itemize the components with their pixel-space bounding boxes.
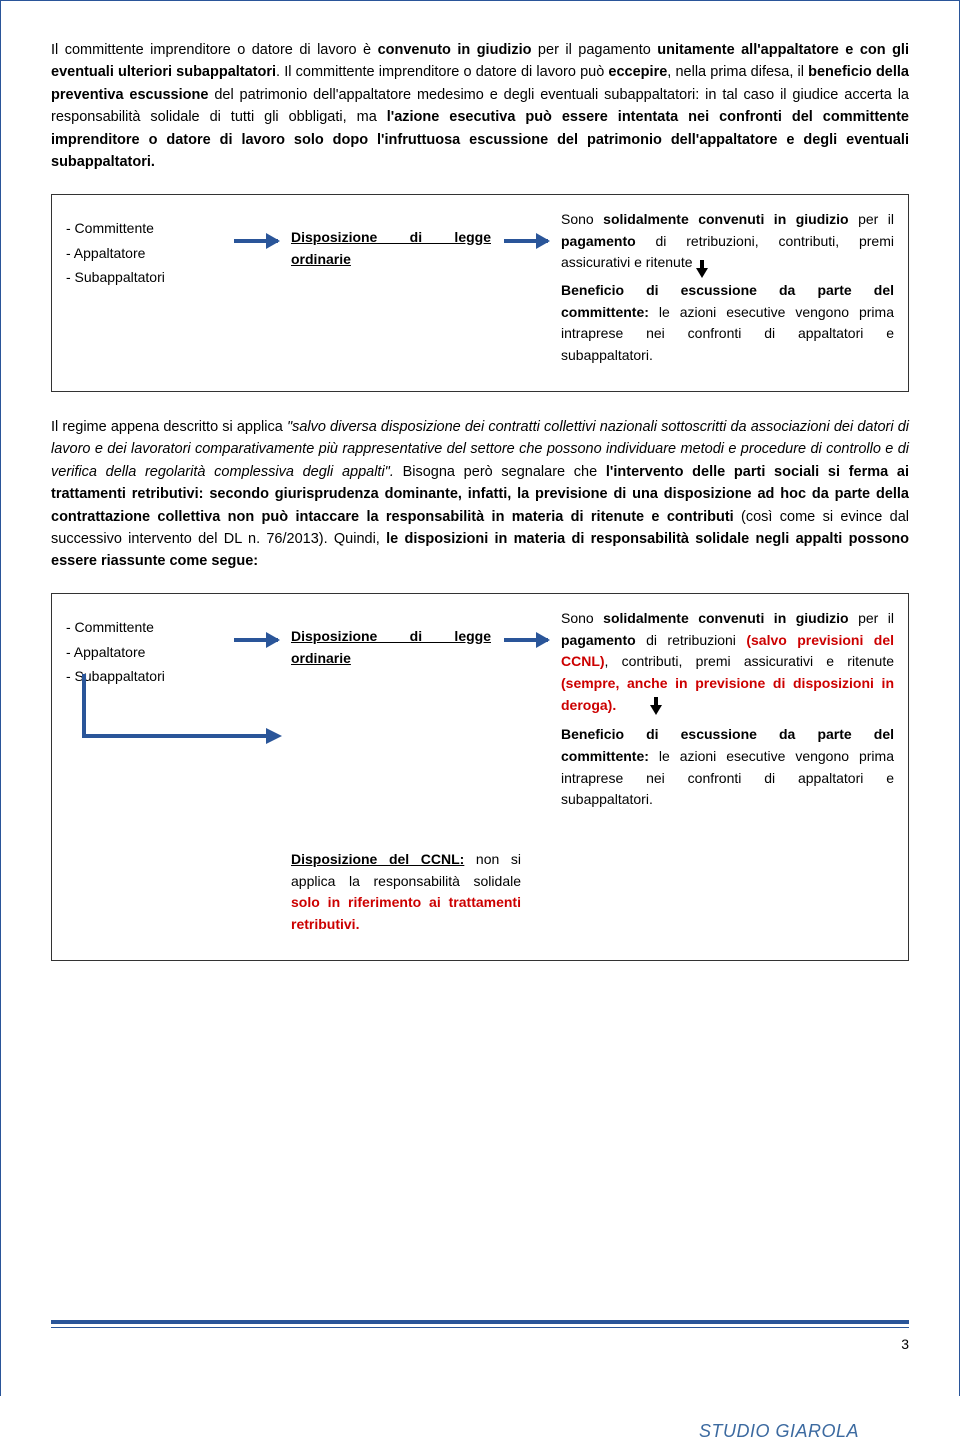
diagram2-disposizione: Disposizione di legge ordinarie xyxy=(291,608,491,669)
arrow-down-icon xyxy=(650,705,662,715)
page-number: 3 xyxy=(51,1334,909,1356)
footer-rule xyxy=(51,1320,909,1324)
party-appaltatore: - Appaltatore xyxy=(66,243,221,265)
arrow-right-icon xyxy=(231,608,281,642)
ccnl-disposizione: Disposizione del CCNL: non si applica la… xyxy=(291,849,521,936)
arrow-right-icon xyxy=(501,209,551,243)
footer-rule-thin xyxy=(51,1327,909,1328)
party-committente: - Committente xyxy=(66,218,221,240)
arrow-right-icon xyxy=(501,608,551,642)
diagram1-right: Sono solidalmente convenuti in giudizio … xyxy=(561,209,894,373)
footer-brand: STUDIO GIAROLA xyxy=(699,1418,859,1446)
party-appaltatore: - Appaltatore xyxy=(66,642,221,664)
text-fragment: di retribuzioni xyxy=(636,632,747,648)
text-fragment: , contributi, premi assicurativi e riten… xyxy=(605,653,894,669)
paragraph-regime: Il regime appena descritto si applica "s… xyxy=(51,416,909,573)
red-fragment: solo in riferimento ai trattamenti retri… xyxy=(291,894,521,932)
text-fragment: per il xyxy=(849,610,894,626)
party-subappaltatori: - Subappaltatori xyxy=(66,267,221,289)
arrow-right-icon xyxy=(231,209,281,243)
diagram1-disposizione: Disposizione di legge ordinarie xyxy=(291,209,491,270)
text-fragment: Bisogna però segnalare che xyxy=(394,464,606,480)
ccnl-title: Disposizione del CCNL: xyxy=(291,851,464,867)
party-committente: - Committente xyxy=(66,617,221,639)
disposizione-label: Disposizione di legge ordinarie xyxy=(291,227,491,270)
page-footer: 3 STUDIO GIAROLA xyxy=(51,1320,909,1356)
disposizione-label: Disposizione di legge ordinarie xyxy=(291,626,491,669)
text-fragment: Il regime appena descritto si applica xyxy=(51,419,287,435)
diagram-2: - Committente - Appaltatore - Subappalta… xyxy=(51,593,909,961)
text-fragment: Sono xyxy=(561,610,603,626)
arrow-down-icon xyxy=(696,268,708,278)
bold-fragment: solidalmente convenuti in giudizio xyxy=(603,610,848,626)
diagram2-right: Sono solidalmente convenuti in giudizio … xyxy=(561,608,894,819)
party-subappaltatori: - Subappaltatori xyxy=(66,666,221,688)
red-fragment: (sempre, anche in previsione di disposiz… xyxy=(561,675,894,713)
paragraph-intro: Il committente imprenditore o datore di … xyxy=(51,39,909,174)
diagram1-parties: - Committente - Appaltatore - Subappalta… xyxy=(66,209,221,292)
diagram-1: - Committente - Appaltatore - Subappalta… xyxy=(51,194,909,392)
bold-fragment: pagamento xyxy=(561,632,636,648)
diagram2-parties: - Committente - Appaltatore - Subappalta… xyxy=(66,608,221,691)
